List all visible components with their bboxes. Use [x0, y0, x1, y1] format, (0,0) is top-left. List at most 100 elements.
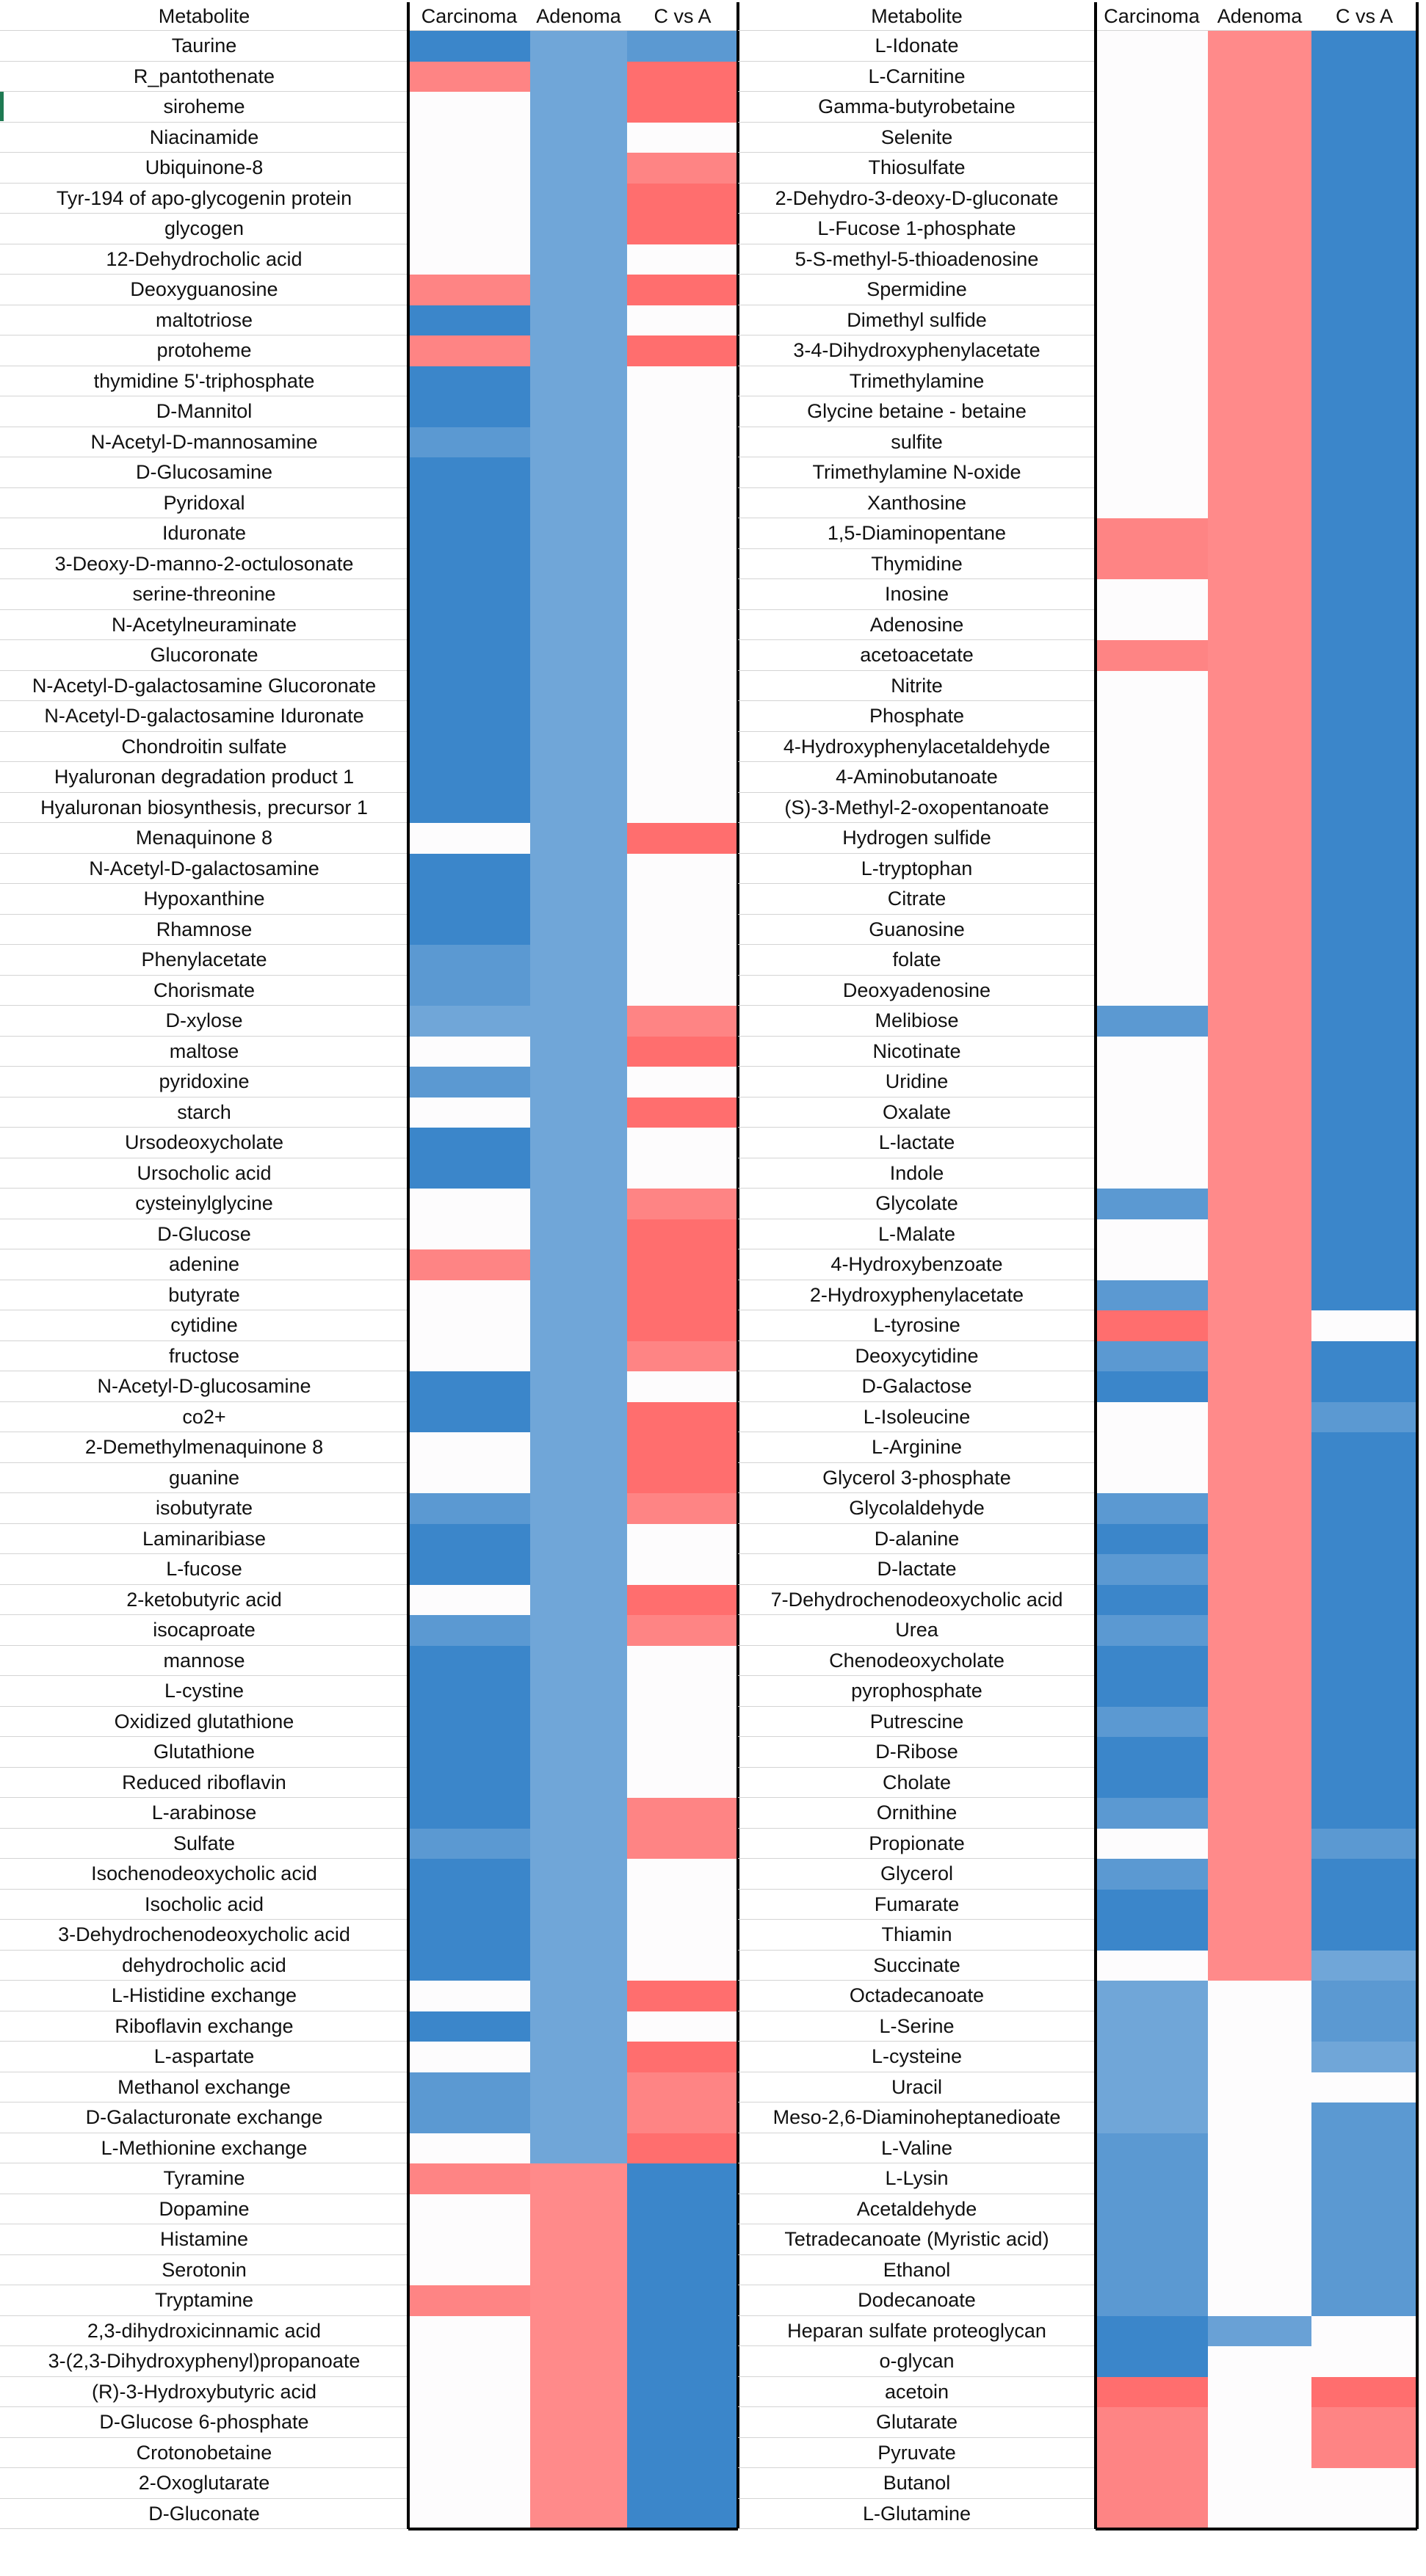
metabolite-label: L-lactate: [738, 1128, 1096, 1158]
c-vs-a-cell: [627, 2407, 738, 2439]
c-vs-a-cell: [627, 1798, 738, 1829]
c-vs-a-cell: [627, 2011, 738, 2042]
c-vs-a-cell: [627, 1828, 738, 1860]
metabolite-label: 2-Oxoglutarate: [0, 2468, 408, 2499]
adenoma-cell: [1208, 2498, 1311, 2530]
carcinoma-cell: [408, 1859, 530, 1890]
metabolite-label: N-Acetyl-D-galactosamine Iduronate: [0, 701, 408, 732]
carcinoma-cell: [408, 853, 530, 885]
c-vs-a-cell: [627, 92, 738, 123]
metabolite-label: Butanol: [738, 2468, 1096, 2499]
c-vs-a-cell: [1311, 1280, 1417, 1311]
c-vs-a-cell: [1311, 1798, 1417, 1829]
metabolite-label: Propionate: [738, 1829, 1096, 1859]
carcinoma-cell: [1096, 305, 1208, 336]
adenoma-cell: [1208, 2011, 1311, 2042]
adenoma-cell: [530, 366, 627, 397]
metabolite-label: Adenosine: [738, 610, 1096, 640]
carcinoma-cell: [408, 2346, 530, 2378]
carcinoma-cell: [1096, 214, 1208, 245]
adenoma-cell: [1208, 945, 1311, 976]
metabolite-label: L-cystine: [0, 1676, 408, 1707]
carcinoma-cell: [1096, 487, 1208, 519]
c-vs-a-cell: [1311, 1432, 1417, 1464]
metabolite-label: co2+: [0, 1402, 408, 1432]
metabolite-label: maltose: [0, 1037, 408, 1067]
c-vs-a-cell: [1311, 1737, 1417, 1768]
adenoma-cell: [530, 275, 627, 306]
metabolite-label: L-cysteine: [738, 2042, 1096, 2072]
carcinoma-cell: [408, 1981, 530, 2012]
carcinoma-cell: [408, 31, 530, 62]
metabolite-label: D-lactate: [738, 1554, 1096, 1585]
adenoma-cell: [1208, 2315, 1311, 2347]
carcinoma-cell: [1096, 1189, 1208, 1220]
c-vs-a-cell: [1311, 1462, 1417, 1494]
carcinoma-cell: [1096, 975, 1208, 1006]
adenoma-cell: [1208, 2468, 1311, 2500]
carcinoma-cell: [1096, 1432, 1208, 1464]
metabolite-label: pyridoxine: [0, 1067, 408, 1097]
adenoma-cell: [530, 1706, 627, 1738]
metabolite-label: Oxalate: [738, 1097, 1096, 1128]
carcinoma-cell: [408, 1889, 530, 1920]
adenoma-cell: [1208, 1981, 1311, 2012]
carcinoma-cell: [408, 1737, 530, 1768]
carcinoma-cell: [408, 2285, 530, 2317]
adenoma-cell: [530, 1189, 627, 1220]
c-vs-a-cell: [627, 2315, 738, 2347]
c-vs-a-cell: [1311, 1006, 1417, 1037]
carcinoma-cell: [1096, 2376, 1208, 2408]
carcinoma-cell: [1096, 640, 1208, 672]
adenoma-cell: [1208, 853, 1311, 885]
carcinoma-cell: [408, 518, 530, 550]
column-header-c-vs-a: C vs A: [654, 5, 712, 27]
carcinoma-cell: [408, 214, 530, 245]
c-vs-a-cell: [627, 914, 738, 946]
metabolite-label: Riboflavin exchange: [0, 2011, 408, 2042]
metabolite-label: L-arabinose: [0, 1798, 408, 1829]
metabolite-label: L-Isoleucine: [738, 1402, 1096, 1432]
c-vs-a-cell: [1311, 1401, 1417, 1433]
c-vs-a-cell: [1311, 1706, 1417, 1738]
c-vs-a-cell: [1311, 884, 1417, 915]
carcinoma-cell: [408, 609, 530, 641]
c-vs-a-cell: [627, 2346, 738, 2378]
c-vs-a-cell: [627, 1615, 738, 1647]
adenoma-cell: [1208, 731, 1311, 763]
metabolite-label: D-Glucose 6-phosphate: [0, 2407, 408, 2438]
carcinoma-cell: [408, 1371, 530, 1403]
adenoma-cell: [530, 1798, 627, 1829]
metabolite-label: D-alanine: [738, 1524, 1096, 1554]
adenoma-cell: [1208, 2163, 1311, 2195]
adenoma-cell: [530, 2468, 627, 2500]
adenoma-cell: [1208, 2346, 1311, 2378]
c-vs-a-cell: [1311, 2163, 1417, 2195]
c-vs-a-cell: [1311, 1767, 1417, 1799]
carcinoma-cell: [1096, 2437, 1208, 2469]
c-vs-a-cell: [1311, 1189, 1417, 1220]
adenoma-cell: [530, 1767, 627, 1799]
panel-border: [408, 2528, 738, 2530]
carcinoma-cell: [408, 1828, 530, 1860]
carcinoma-cell: [1096, 1828, 1208, 1860]
adenoma-cell: [530, 396, 627, 428]
c-vs-a-cell: [627, 731, 738, 763]
adenoma-cell: [1208, 579, 1311, 611]
c-vs-a-cell: [627, 640, 738, 672]
c-vs-a-cell: [627, 701, 738, 733]
adenoma-cell: [530, 731, 627, 763]
adenoma-cell: [1208, 1798, 1311, 1829]
metabolite-label: Iduronate: [0, 518, 408, 549]
c-vs-a-cell: [1311, 1584, 1417, 1616]
adenoma-cell: [530, 427, 627, 458]
carcinoma-cell: [408, 122, 530, 153]
c-vs-a-cell: [1311, 2285, 1417, 2317]
c-vs-a-cell: [627, 2437, 738, 2469]
metabolite-label: Nicotinate: [738, 1037, 1096, 1067]
metabolite-label: Dimethyl sulfide: [738, 305, 1096, 335]
adenoma-cell: [530, 487, 627, 519]
c-vs-a-cell: [1311, 579, 1417, 611]
c-vs-a-cell: [627, 2498, 738, 2530]
adenoma-cell: [530, 1950, 627, 1981]
